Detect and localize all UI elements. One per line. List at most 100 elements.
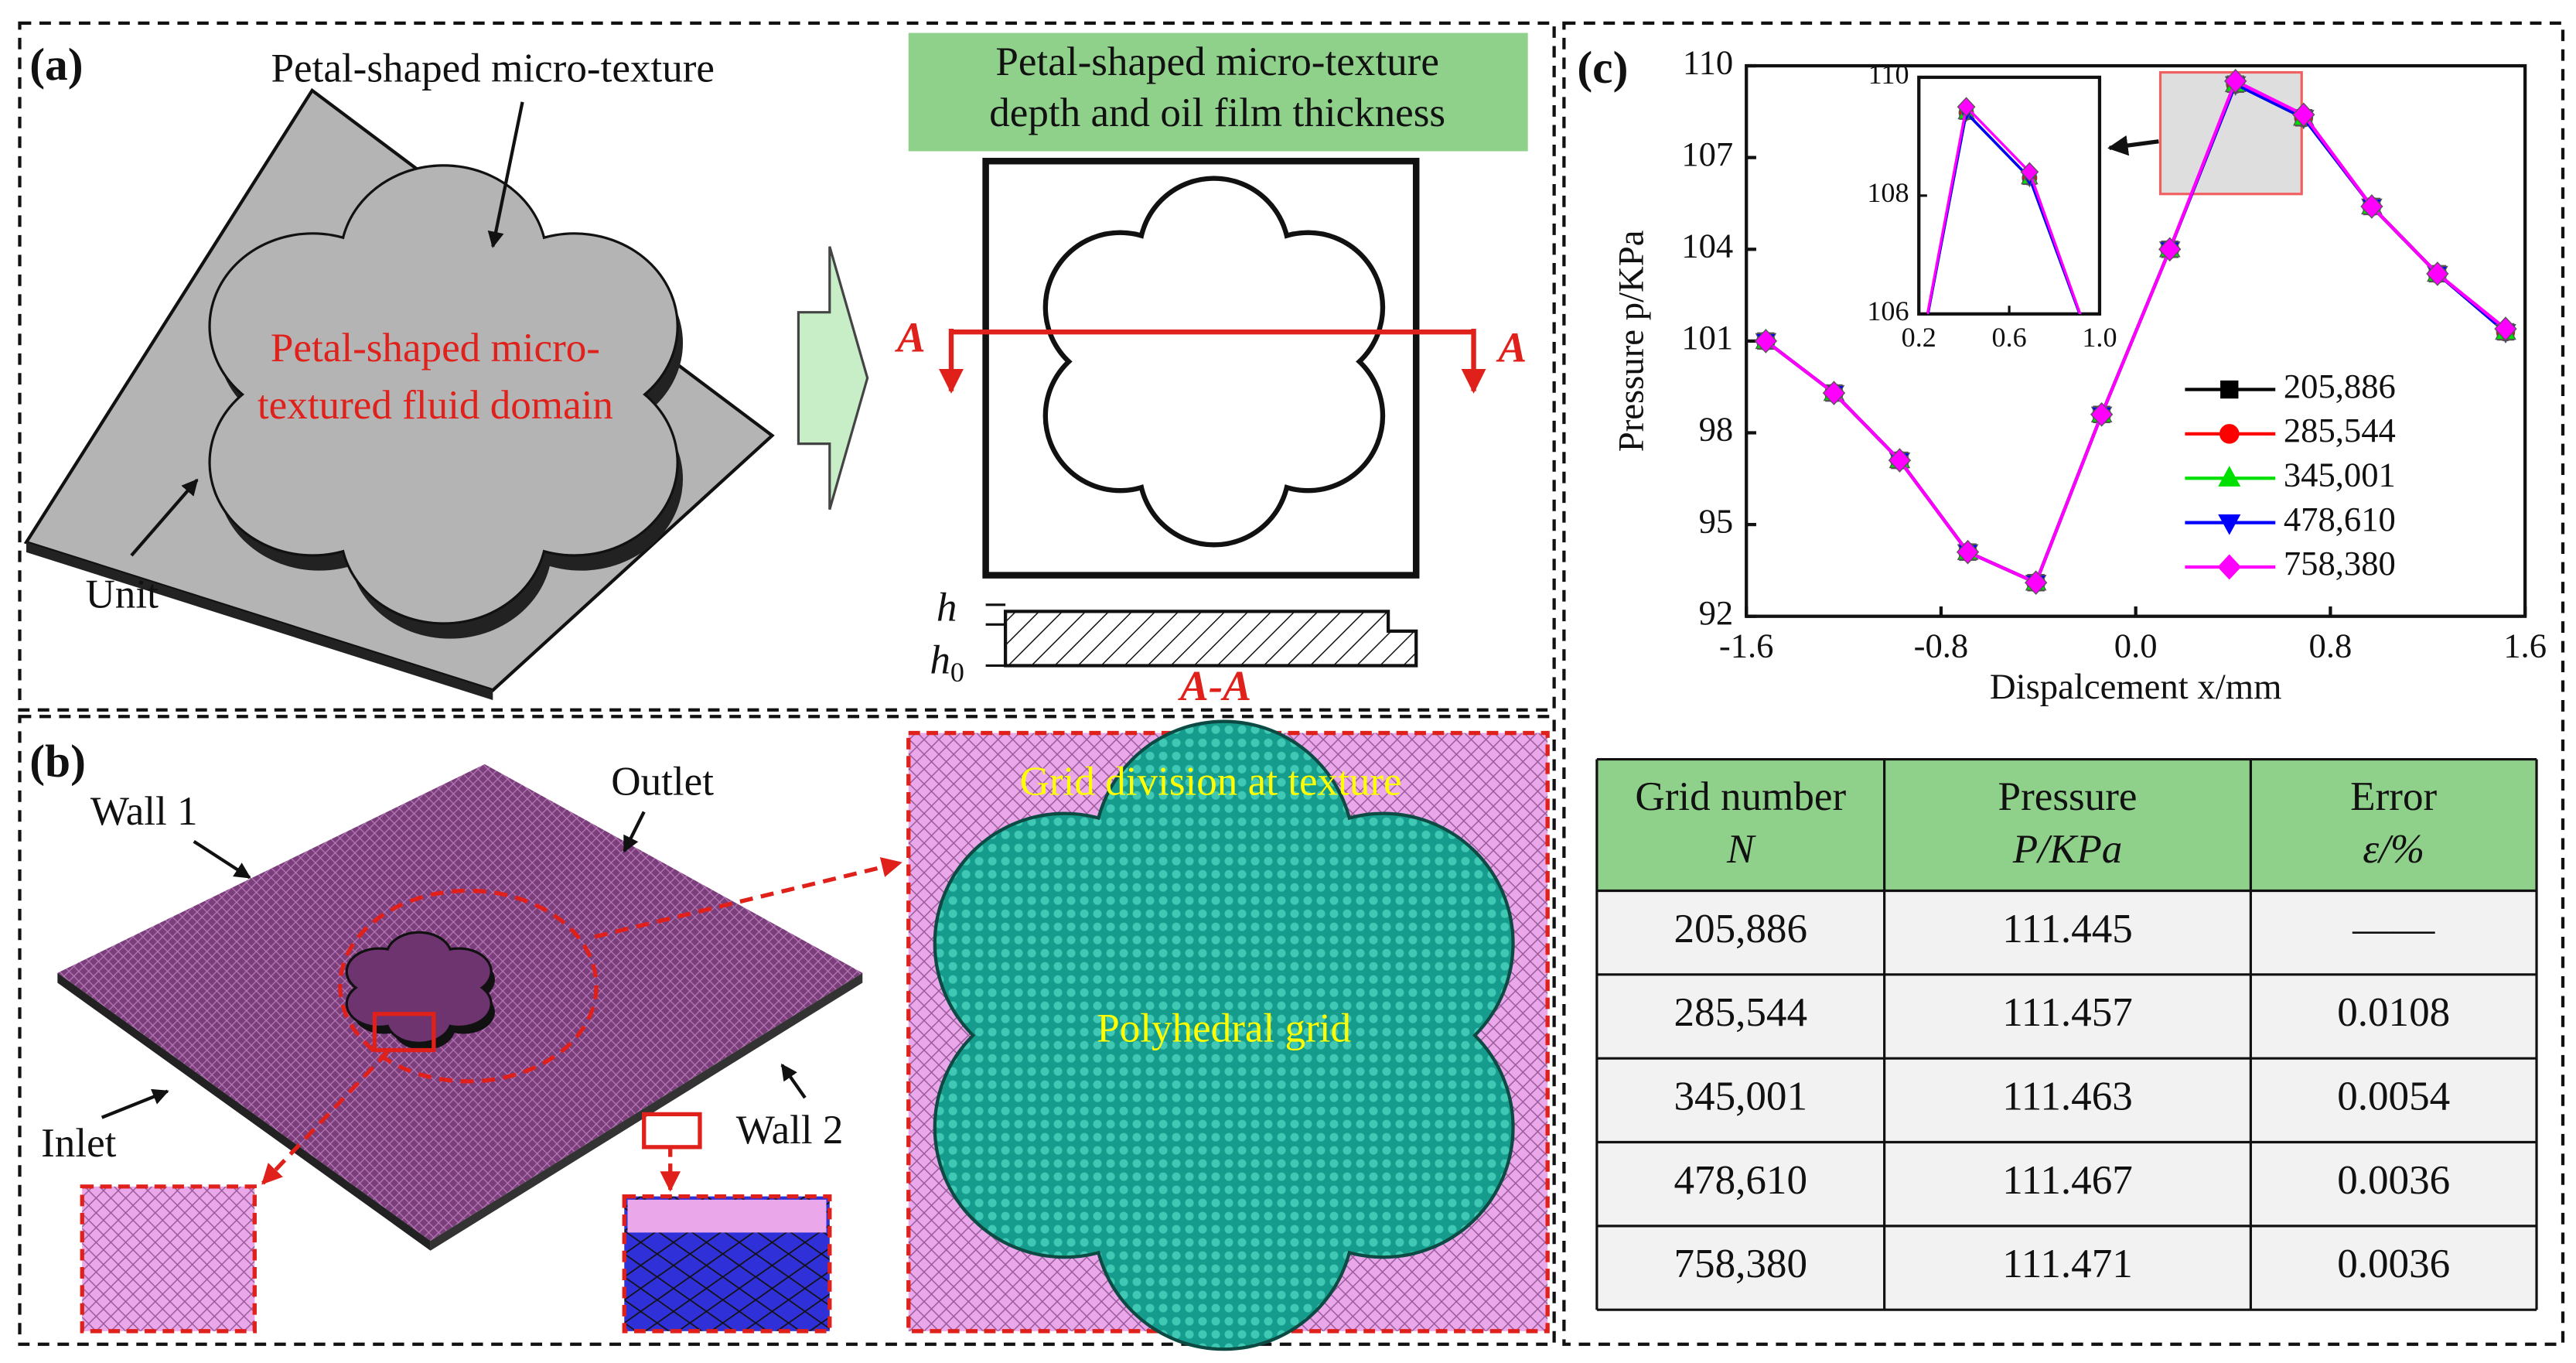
marker [1587, 704, 1600, 717]
x-tick-label: 0.0 [2114, 626, 2158, 664]
inset-x-tick-label: 1.0 [2082, 322, 2117, 353]
inset-y-tick-label: 106 [1867, 295, 1909, 326]
panel-tag: (c) [1577, 42, 1628, 93]
highlight [642, 1112, 702, 1149]
marker [2292, 102, 2315, 128]
table-header-unit: N [1726, 827, 1756, 872]
marker [2218, 466, 2241, 487]
table: Grid number N Pressure P/KPa Error ε/% 205,886… [1595, 757, 2538, 1311]
highlight [372, 1012, 436, 1053]
petal [210, 371, 415, 555]
marker [1585, 701, 1602, 719]
marker [2020, 162, 2039, 183]
arrow [780, 1063, 807, 1099]
legend-label: 205,886 [2284, 367, 2396, 405]
zoom-inlet [80, 1184, 257, 1334]
highlight [338, 888, 599, 1084]
marker [1523, 603, 1537, 617]
marker [2158, 237, 2182, 262]
grid-title: Grid division at texture [1020, 760, 1402, 804]
legend-label: 285,544 [2284, 411, 2396, 449]
y-tick-label: 110 [1683, 43, 1733, 81]
marker [2426, 261, 2449, 286]
marker [1835, 745, 1848, 758]
table-cell: 111.463 [2002, 1074, 2133, 1119]
arrow [130, 478, 199, 557]
petal [1235, 234, 1380, 380]
texture-outline [1042, 176, 1386, 548]
table-cell: 111.445 [2002, 907, 2133, 951]
inset-y-tick-label: 110 [1868, 59, 1909, 90]
table-header: Error [2350, 774, 2437, 819]
legend-label: 478,610 [2284, 500, 2396, 538]
table-header: Grid number [1635, 774, 1846, 819]
marker [1754, 329, 1778, 354]
h-label: h [937, 586, 957, 630]
domain-label: textured fluid domain [258, 383, 613, 428]
big-arrow [797, 246, 869, 511]
table-cell: 285,544 [1674, 990, 1807, 1035]
petal [1255, 815, 1512, 1072]
marker [2220, 380, 2239, 399]
marker [1957, 97, 1976, 117]
panel-tag: (b) [29, 736, 86, 787]
marker [2217, 554, 2242, 580]
section-label: A-A [1178, 662, 1251, 709]
table-cell: 345,001 [1674, 1074, 1807, 1119]
x-axis-label: Dispalcement x/mm [1990, 667, 2282, 707]
h0-sub: 0 [950, 657, 964, 688]
texture-label: Petal-shaped micro-texture [271, 46, 715, 91]
panel-b-frame [18, 715, 1556, 1346]
section-mark: A [1496, 323, 1527, 371]
table-cell: 205,886 [1674, 907, 1807, 951]
marker [2024, 570, 2048, 596]
plot-area [1745, 63, 2527, 618]
panel-frames [18, 21, 2565, 1346]
inlet-label: Inlet [41, 1121, 117, 1166]
table-cell: 111.457 [2002, 990, 2133, 1035]
wall2-label: Wall 2 [736, 1108, 844, 1153]
table-cell: 758,380 [1674, 1242, 1807, 1286]
plate-edge [57, 972, 431, 1251]
marker [1523, 601, 1538, 616]
table-header-unit: P/KPa [2012, 827, 2123, 872]
table-cell: 0.0036 [2337, 1242, 2450, 1286]
texture-zoom [933, 719, 1515, 1351]
marker [1585, 705, 1601, 719]
panel-c-frame [1562, 21, 2565, 1346]
petal [473, 234, 677, 418]
plate-edge [26, 542, 493, 701]
arrow [487, 101, 524, 248]
table-cell: 111.467 [2002, 1158, 2133, 1203]
marker [1956, 539, 1980, 565]
dim-lines [985, 603, 1006, 668]
x-tick-label: -1.6 [1719, 626, 1774, 664]
grid-label: Polyhedral grid [1097, 1006, 1351, 1050]
table-header-unit: ε/% [2363, 827, 2424, 872]
wall1-label: Wall 1 [90, 789, 198, 834]
marker [2219, 424, 2240, 444]
inset-x-tick-label: 0.2 [1902, 322, 1936, 353]
legend-label: 758,380 [2284, 544, 2396, 582]
table-cell: 0.0054 [2337, 1074, 2450, 1119]
table-header-bg [1596, 759, 2537, 891]
petal [427, 949, 490, 994]
y-tick-label: 92 [1699, 593, 1734, 632]
arrow [623, 811, 646, 853]
marker [1522, 600, 1539, 619]
zoom-arrow [261, 1050, 390, 1185]
inset-area [1917, 75, 2102, 316]
outlet-label: Outlet [611, 760, 714, 804]
cross-section [1003, 610, 1418, 668]
h0-main: h [930, 638, 950, 683]
inset-y-tick-label: 108 [1867, 177, 1909, 208]
panel-a-frame [18, 21, 1556, 712]
series-line [1765, 78, 2507, 586]
texture-mesh [345, 931, 495, 1050]
inset-x-tick-label: 0.6 [1992, 322, 2027, 353]
box-title: Petal-shaped micro-texture [995, 39, 1438, 84]
plate-edge [430, 972, 863, 1251]
table-cell: 0.0108 [2337, 990, 2450, 1035]
